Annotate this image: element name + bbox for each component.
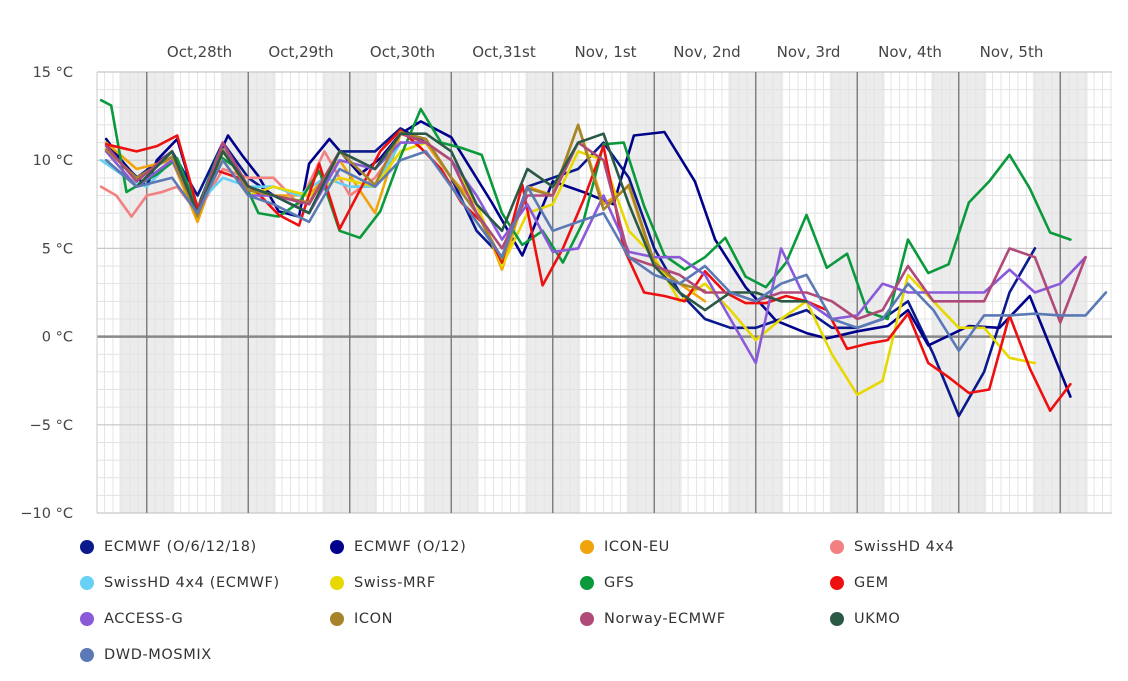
legend-label: DWD-MOSMIX	[104, 647, 212, 663]
legend-swatch	[80, 612, 94, 626]
legend-swatch	[330, 612, 344, 626]
legend-swatch	[830, 576, 844, 590]
legend-label: UKMO	[854, 611, 901, 627]
legend-label: Norway-ECMWF	[604, 611, 726, 627]
x-day-label: Oct,29th	[268, 43, 333, 61]
x-day-label: Nov, 5th	[980, 43, 1044, 61]
legend-label: GEM	[854, 575, 889, 591]
series-line-11[interactable]	[104, 132, 808, 312]
legend-swatch	[830, 540, 844, 554]
legend-swatch	[80, 648, 94, 662]
x-day-label: Nov, 1st	[574, 43, 636, 61]
x-day-label: Nov, 4th	[878, 43, 942, 61]
x-day-label: Oct,31st	[472, 43, 536, 61]
y-tick-label: 15 °C	[33, 65, 73, 81]
legend-label: ICON-EU	[604, 539, 670, 555]
x-day-label: Oct,28th	[167, 43, 232, 61]
legend-swatch	[80, 576, 94, 590]
x-day-label: Oct,30th	[370, 43, 435, 61]
legend-label: ECMWF (O/12)	[354, 539, 467, 555]
series-line-3[interactable]	[99, 141, 402, 218]
legend-swatch	[830, 612, 844, 626]
legend-item[interactable]: SwissHD 4x4	[830, 536, 955, 558]
legend-label: GFS	[604, 575, 635, 591]
legend-label: ECMWF (O/6/12/18)	[104, 539, 257, 555]
legend-item[interactable]: ICON-EU	[580, 536, 670, 558]
legend-swatch	[580, 612, 594, 626]
y-tick-label: 5 °C	[42, 241, 73, 257]
legend-label: SwissHD 4x4	[854, 539, 955, 555]
x-day-label: Nov, 2nd	[673, 43, 740, 61]
series-line-6[interactable]	[99, 98, 1072, 321]
series-line-12[interactable]	[104, 150, 1108, 353]
legend-item[interactable]: SwissHD 4x4 (ECMWF)	[80, 572, 280, 594]
legend-label: SwissHD 4x4 (ECMWF)	[104, 575, 280, 591]
legend-item[interactable]: GEM	[830, 572, 889, 594]
y-tick-label: −5 °C	[30, 418, 73, 434]
series-line-5[interactable]	[104, 141, 1037, 397]
y-tick-label: 0 °C	[42, 330, 73, 346]
legend-swatch	[80, 540, 94, 554]
legend-item[interactable]: DWD-MOSMIX	[80, 644, 212, 666]
legend-swatch	[330, 576, 344, 590]
legend-label: Swiss-MRF	[354, 575, 436, 591]
x-day-label: Nov, 3rd	[777, 43, 841, 61]
y-tick-label: −10 °C	[20, 506, 73, 522]
series-line-10[interactable]	[104, 132, 1087, 324]
legend-swatch	[580, 576, 594, 590]
legend-item[interactable]: ACCESS-G	[80, 608, 183, 630]
legend-item[interactable]: Swiss-MRF	[330, 572, 436, 594]
legend-item[interactable]: ICON	[330, 608, 393, 630]
legend-item[interactable]: ECMWF (O/6/12/18)	[80, 536, 257, 558]
legend-item[interactable]: UKMO	[830, 608, 900, 630]
legend-item[interactable]: Norway-ECMWF	[580, 608, 726, 630]
legend-swatch	[330, 540, 344, 554]
plot-area: 15 °C 10 °C 5 °C 0 °C −5 °C −10 °C Oct,28th Oct…	[20, 43, 1112, 522]
legend-item[interactable]: GFS	[580, 572, 634, 594]
legend-swatch	[580, 540, 594, 554]
y-tick-label: 10 °C	[33, 153, 73, 169]
legend-label: ICON	[354, 611, 394, 627]
legend-item[interactable]: ECMWF (O/12)	[330, 536, 466, 558]
legend-label: ACCESS-G	[104, 611, 184, 627]
